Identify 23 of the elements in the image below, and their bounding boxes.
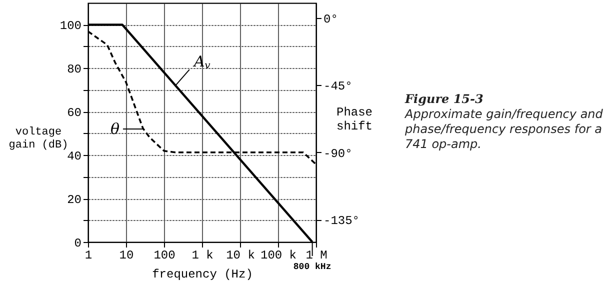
y-axis-title: voltage gain (dB) xyxy=(8,126,68,152)
y2-axis-title: Phase shift xyxy=(336,106,373,134)
x-tick-label: 10 k xyxy=(226,248,255,262)
x-tick-label: 100 k xyxy=(260,248,297,262)
text: Figure 15-3 xyxy=(405,92,484,107)
y2-tick-label: -135° xyxy=(324,214,360,228)
x-tick-label: 100 xyxy=(154,248,176,262)
y-tick-label: 60 xyxy=(67,106,82,120)
y-tick-label: 20 xyxy=(67,193,82,208)
x-tick-label: 1 xyxy=(84,248,92,262)
y-tick-label: 0 xyxy=(74,236,82,250)
y2-tick-label: -45° xyxy=(324,80,352,94)
y-tick-label: 80 xyxy=(67,62,82,77)
y-tick-label: 100 xyxy=(60,19,82,34)
text: Approximate gain/frequency and phase/frequency responses for a 741 op-amp. xyxy=(405,107,604,152)
x-tick-label: 10 xyxy=(119,248,134,262)
y2-tick-label: 0° xyxy=(324,12,338,26)
y-tick-label: 40 xyxy=(67,150,82,164)
x-tick-label: 1 M xyxy=(306,248,328,262)
x-axis-title: frequency (Hz) xyxy=(152,268,253,282)
y2-tick-label: -90° xyxy=(324,146,352,161)
annotation: 800 kHz xyxy=(293,262,332,272)
x-tick-label: 1 k xyxy=(192,248,214,262)
